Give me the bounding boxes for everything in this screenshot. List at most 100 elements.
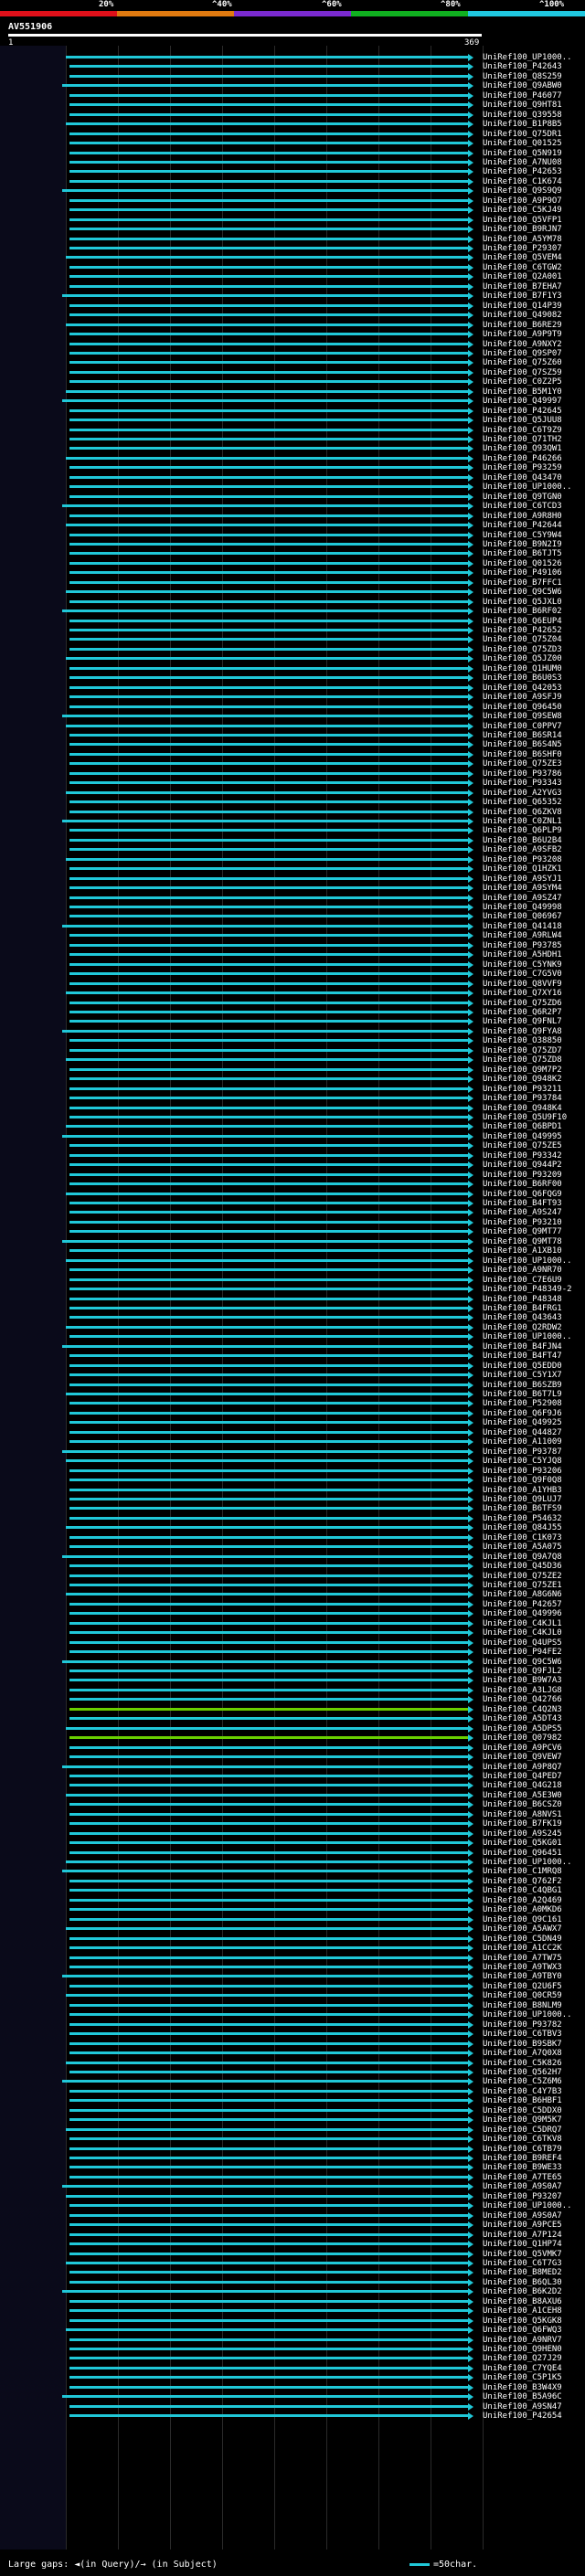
hit-link[interactable]: UniRef100_P93784 (483, 1094, 562, 1103)
hit-link[interactable]: UniRef100_C7YQE4 (483, 2364, 562, 2373)
hit-link[interactable]: UniRef100_P93782 (483, 2020, 562, 2030)
hit-link[interactable]: UniRef100_B7FK19 (483, 1819, 562, 1829)
hit-link[interactable]: UniRef100_Q2U6F5 (483, 1982, 562, 1991)
hit-link[interactable]: UniRef100_C5YJQ8 (483, 1457, 562, 1466)
hit-link[interactable]: UniRef100_Q4PED7 (483, 1772, 562, 1781)
hit-link[interactable]: UniRef100_Q9VEW7 (483, 1753, 562, 1762)
hit-link[interactable]: UniRef100_Q75ZD8 (483, 1055, 562, 1065)
hit-link[interactable]: UniRef100_C6T9Z9 (483, 426, 562, 435)
hit-link[interactable]: UniRef100_B9W7A3 (483, 1676, 562, 1685)
hit-link[interactable]: UniRef100_A7TW75 (483, 1954, 562, 1963)
hit-link[interactable]: UniRef100_A9NXY2 (483, 340, 562, 349)
hit-link[interactable]: UniRef100_C1K674 (483, 177, 562, 186)
hit-link[interactable]: UniRef100_Q9TGN0 (483, 493, 562, 502)
hit-link[interactable]: UniRef100_A2Q469 (483, 1896, 562, 1905)
hit-link[interactable]: UniRef100_B6T7L9 (483, 1390, 562, 1399)
hit-link[interactable]: UniRef100_Q71TH2 (483, 435, 562, 444)
hit-link[interactable]: UniRef100_Q06967 (483, 912, 562, 921)
hit-link[interactable]: UniRef100_C1K073 (483, 1533, 562, 1542)
hit-link[interactable]: UniRef100_A9SFB2 (483, 845, 562, 854)
hit-link[interactable]: UniRef100_Q43643 (483, 1313, 562, 1322)
hit-link[interactable]: UniRef100_Q75ZD7 (483, 1046, 562, 1055)
hit-link[interactable]: UniRef100_Q6FWQ3 (483, 2326, 562, 2335)
hit-link[interactable]: UniRef100_C5P1K5 (483, 2373, 562, 2382)
hit-link[interactable]: UniRef100_A1XB10 (483, 1246, 562, 1256)
hit-link[interactable]: UniRef100_Q75Z60 (483, 358, 562, 367)
hit-link[interactable]: UniRef100_B6RE29 (483, 321, 562, 330)
hit-link[interactable]: UniRef100_P46266 (483, 454, 562, 463)
hit-link[interactable]: UniRef100_Q9M7P2 (483, 1065, 562, 1075)
hit-link[interactable]: UniRef100_Q944P2 (483, 1161, 562, 1170)
hit-link[interactable]: UniRef100_Q75ZE2 (483, 1572, 562, 1581)
hit-link[interactable]: UniRef100_Q75ZE3 (483, 759, 562, 769)
hit-link[interactable]: UniRef100_Q01526 (483, 559, 562, 568)
hit-link[interactable]: UniRef100_O38850 (483, 1036, 562, 1045)
hit-link[interactable]: UniRef100_Q84J55 (483, 1523, 562, 1532)
hit-link[interactable]: UniRef100_Q9F0Q8 (483, 1476, 562, 1485)
hit-link[interactable]: UniRef100_Q5VEM4 (483, 253, 562, 262)
hit-link[interactable]: UniRef100_Q948K2 (483, 1075, 562, 1084)
hit-link[interactable]: UniRef100_B1P8B5 (483, 120, 562, 129)
hit-link[interactable]: UniRef100_Q7XY16 (483, 989, 562, 998)
hit-link[interactable]: UniRef100_Q49998 (483, 903, 562, 912)
hit-link[interactable]: UniRef100_Q5KGK8 (483, 2316, 562, 2326)
hit-link[interactable]: UniRef100_Q5N919 (483, 149, 562, 158)
hit-link[interactable]: UniRef100_Q9FYA8 (483, 1027, 562, 1036)
hit-link[interactable]: UniRef100_C5YNK9 (483, 960, 562, 970)
hit-link[interactable]: UniRef100_P42654 (483, 2412, 562, 2421)
hit-link[interactable]: UniRef100_P93208 (483, 855, 562, 864)
hit-link[interactable]: UniRef100_B6TFS9 (483, 1504, 562, 1513)
hit-link[interactable]: UniRef100_Q5JUU8 (483, 416, 562, 425)
hit-link[interactable]: UniRef100_A9RLW4 (483, 931, 562, 940)
hit-link[interactable]: UniRef100_C4QBG1 (483, 1886, 562, 1895)
hit-link[interactable]: UniRef100_Q6ZKV8 (483, 808, 562, 817)
hit-link[interactable]: UniRef100_Q1HUM0 (483, 664, 562, 673)
hit-link[interactable]: UniRef100_Q44827 (483, 1428, 562, 1437)
hit-link[interactable]: UniRef100_B6HBF1 (483, 2096, 562, 2105)
hit-link[interactable]: UniRef100_C5DN49 (483, 1935, 562, 1944)
hit-link[interactable]: UniRef100_UP1000.. (483, 482, 572, 492)
hit-link[interactable]: UniRef100_A5HDH1 (483, 950, 562, 959)
hit-link[interactable]: UniRef100_C6TB79 (483, 2145, 562, 2154)
hit-link[interactable]: UniRef100_P42645 (483, 407, 562, 416)
hit-link[interactable]: UniRef100_B6U0S3 (483, 673, 562, 683)
hit-link[interactable]: UniRef100_Q1HZK1 (483, 864, 562, 874)
hit-link[interactable]: UniRef100_A9S0A7 (483, 2211, 562, 2221)
hit-link[interactable]: UniRef100_Q96451 (483, 1849, 562, 1858)
hit-link[interactable]: UniRef100_A9SN47 (483, 2402, 562, 2412)
hit-link[interactable]: UniRef100_B4FJN4 (483, 1342, 562, 1352)
hit-link[interactable]: UniRef100_Q49996 (483, 1609, 562, 1618)
hit-link[interactable]: UniRef100_A8NVS1 (483, 1810, 562, 1819)
hit-link[interactable]: UniRef100_P42643 (483, 62, 562, 71)
hit-link[interactable]: UniRef100_Q45D36 (483, 1562, 562, 1571)
hit-link[interactable]: UniRef100_P93259 (483, 463, 562, 472)
hit-link[interactable]: UniRef100_Q75ZE5 (483, 1141, 562, 1150)
hit-link[interactable]: UniRef100_Q27J29 (483, 2354, 562, 2363)
hit-link[interactable]: UniRef100_P93786 (483, 769, 562, 779)
hit-link[interactable]: UniRef100_Q4G218 (483, 1781, 562, 1790)
hit-link[interactable]: UniRef100_P94FE2 (483, 1648, 562, 1657)
hit-link[interactable]: UniRef100_A9P9O7 (483, 196, 562, 206)
hit-link[interactable]: UniRef100_B9SBK7 (483, 2040, 562, 2049)
hit-link[interactable]: UniRef100_B9RJN7 (483, 225, 562, 234)
hit-link[interactable]: UniRef100_Q5JZ00 (483, 654, 562, 663)
hit-link[interactable]: UniRef100_C5DDX0 (483, 2106, 562, 2115)
hit-link[interactable]: UniRef100_A3LJG8 (483, 1686, 562, 1695)
hit-link[interactable]: UniRef100_Q75Z04 (483, 635, 562, 644)
hit-link[interactable]: UniRef100_Q9C5W6 (483, 588, 562, 597)
hit-link[interactable]: UniRef100_A5AWX7 (483, 1924, 562, 1934)
hit-link[interactable]: UniRef100_P93342 (483, 1151, 562, 1161)
hit-link[interactable]: UniRef100_Q6F9J6 (483, 1409, 562, 1418)
hit-link[interactable]: UniRef100_Q42053 (483, 684, 562, 693)
hit-link[interactable]: UniRef100_B6SZB9 (483, 1381, 562, 1390)
hit-link[interactable]: UniRef100_B8MED2 (483, 2268, 562, 2277)
hit-link[interactable]: UniRef100_P93787 (483, 1447, 562, 1457)
hit-link[interactable]: UniRef100_Q5U9F10 (483, 1113, 568, 1122)
hit-link[interactable]: UniRef100_A9R8H0 (483, 512, 562, 521)
hit-link[interactable]: UniRef100_Q01525 (483, 139, 562, 148)
hit-link[interactable]: UniRef100_A9NRV7 (483, 2336, 562, 2345)
hit-link[interactable]: UniRef100_P93785 (483, 941, 562, 950)
hit-link[interactable]: UniRef100_Q93QW1 (483, 444, 562, 453)
hit-link[interactable]: UniRef100_P54632 (483, 1514, 562, 1523)
hit-link[interactable]: UniRef100_A7NU08 (483, 158, 562, 167)
